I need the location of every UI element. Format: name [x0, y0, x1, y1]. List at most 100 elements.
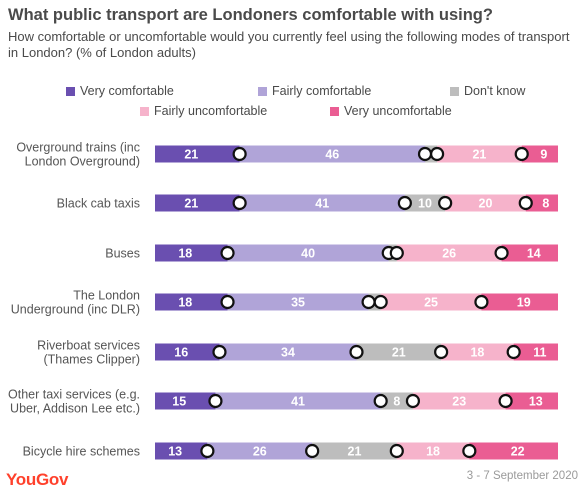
bar-segment	[513, 343, 558, 361]
data-label: 23	[452, 395, 466, 409]
category-label: Underground (inc DLR)	[11, 303, 140, 317]
boundary-marker	[349, 344, 364, 360]
data-label: 18	[426, 445, 440, 459]
bar-segment	[155, 343, 220, 361]
boundary-marker	[212, 344, 227, 360]
data-label: 18	[470, 346, 484, 360]
bar-segment	[521, 145, 558, 163]
data-label: 13	[529, 395, 543, 409]
data-label: 26	[442, 247, 456, 261]
category-label: Bicycle hire schemes	[23, 445, 140, 459]
bar-segment	[412, 392, 506, 410]
boundary-marker	[200, 443, 215, 459]
legend-item: Very uncomfortable	[330, 104, 452, 118]
boundary-marker	[220, 245, 235, 261]
category-label: The London	[73, 289, 140, 303]
legend-swatch	[66, 86, 75, 96]
boundary-marker	[389, 443, 404, 459]
category-label: (Thames Clipper)	[43, 353, 140, 367]
bar-segment	[481, 293, 558, 311]
bar-segment	[239, 145, 426, 163]
boundary-marker	[232, 195, 247, 211]
boundary-marker	[498, 393, 513, 409]
bar-segment	[155, 145, 240, 163]
bar-segment	[155, 194, 240, 212]
data-label: 11	[533, 346, 546, 360]
bar-segment	[207, 442, 313, 460]
boundary-marker	[434, 344, 449, 360]
data-label: 21	[472, 148, 486, 162]
data-label: 13	[168, 445, 182, 459]
data-label: 8	[393, 395, 400, 409]
legend-item: Don't know	[450, 84, 525, 98]
bar-segment	[505, 392, 558, 410]
category-label: London Overground)	[25, 155, 140, 169]
data-label: 41	[291, 395, 305, 409]
bar-segment	[356, 343, 442, 361]
legend-swatch	[258, 86, 267, 96]
bar-segment	[380, 392, 413, 410]
boundary-marker	[430, 146, 445, 162]
data-label: 9	[540, 148, 547, 162]
boundary-marker	[494, 245, 509, 261]
boundary-marker	[389, 245, 404, 261]
data-label: 20	[479, 197, 493, 211]
bar-segment	[469, 442, 558, 460]
category-label: Other taxi services (e.g.	[8, 388, 140, 402]
legend-label: Fairly comfortable	[272, 84, 372, 98]
category-label: Overground trains (inc	[16, 141, 140, 155]
legend-label: Fairly uncomfortable	[154, 104, 268, 118]
category-label: Buses	[105, 247, 140, 261]
data-label: 15	[172, 395, 186, 409]
bar-segment	[312, 442, 397, 460]
legend-item: Very comfortable	[66, 84, 174, 98]
category-label: Black cab taxis	[57, 197, 140, 211]
boundary-marker	[417, 146, 433, 162]
boundary-marker	[397, 195, 412, 211]
data-label: 41	[315, 197, 329, 211]
data-label: 18	[178, 247, 192, 261]
category-label: Riverboat services	[37, 339, 140, 353]
bar-segment	[404, 194, 446, 212]
legend-swatch	[330, 106, 339, 116]
bar-segment	[215, 392, 381, 410]
bar-segment	[155, 442, 208, 460]
boundary-marker	[220, 294, 235, 310]
boundary-marker	[462, 443, 477, 459]
boundary-marker	[506, 344, 521, 360]
data-label: 14	[527, 247, 541, 261]
legend-label: Don't know	[464, 84, 526, 98]
legend-label: Very comfortable	[80, 84, 174, 98]
chart-title: What public transport are Londoners comf…	[8, 6, 493, 24]
bar-segment	[396, 244, 502, 262]
bar-segment	[155, 293, 228, 311]
data-label: 19	[517, 296, 531, 310]
data-label: 18	[178, 296, 192, 310]
legend-swatch	[450, 86, 459, 96]
bar-segment	[239, 194, 405, 212]
legend: Very comfortable Fairly comfortable Don't …	[0, 84, 588, 124]
boundary-marker	[474, 294, 489, 310]
legend-item: Fairly uncomfortable	[140, 104, 267, 118]
legend-item: Fairly comfortable	[258, 84, 371, 98]
bar-segment	[227, 293, 369, 311]
data-label: 16	[174, 346, 188, 360]
boundary-marker	[208, 393, 223, 409]
data-label: 21	[392, 346, 406, 360]
bar-segment	[227, 244, 389, 262]
category-label: Uber, Addison Lee etc.)	[10, 402, 140, 416]
bar-segment	[219, 343, 357, 361]
data-label: 21	[184, 148, 198, 162]
bar-segment	[437, 145, 522, 163]
data-label: 8	[542, 197, 549, 211]
legend-label: Very uncomfortable	[344, 104, 452, 118]
yougov-logo: YouGov	[6, 470, 69, 489]
boundary-marker	[361, 294, 376, 310]
data-label: 25	[424, 296, 438, 310]
legend-swatch	[140, 106, 149, 116]
boundary-marker	[373, 393, 388, 409]
boundary-marker	[514, 146, 529, 162]
boundary-marker	[438, 195, 453, 211]
data-label: 35	[291, 296, 305, 310]
